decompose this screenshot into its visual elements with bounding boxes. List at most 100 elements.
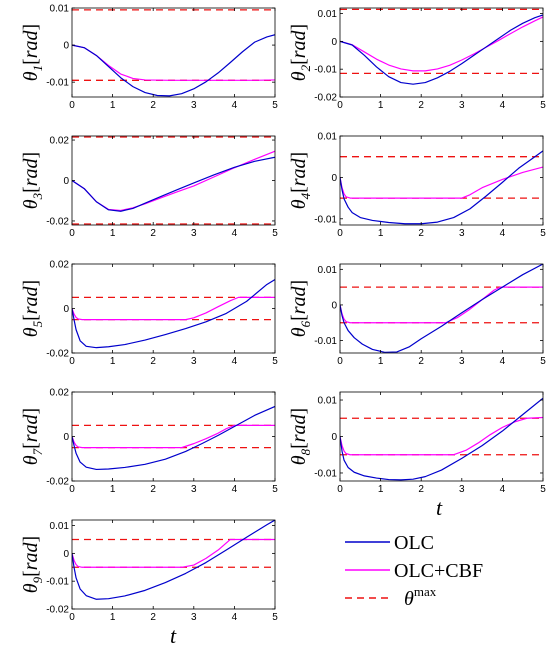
x-tick-label: 1	[110, 228, 116, 239]
y-axis-label: θ5[rad]	[20, 280, 45, 337]
y-tick-label: 0	[63, 432, 69, 443]
x-tick-label: 0	[337, 484, 343, 495]
x-tick-label: 3	[191, 100, 197, 111]
x-tick-label: 1	[110, 100, 116, 111]
y-tick-label: 0.01	[50, 4, 70, 15]
y-label-subscript: 3	[30, 192, 45, 200]
x-tick-label: 0	[69, 228, 75, 239]
y-tick-label: 0	[63, 41, 69, 52]
axes-box	[339, 7, 544, 98]
y-tick-label: -0.02	[46, 605, 69, 616]
y-label-unit: rad	[20, 413, 42, 442]
x-tick-label: 2	[150, 612, 156, 623]
y-tick-label: 0	[331, 37, 337, 48]
x-tick-label: 4	[500, 356, 506, 367]
y-label-unit: rad	[20, 285, 42, 314]
y-tick-label: -0.01	[46, 577, 69, 588]
x-tick-label: 1	[378, 356, 384, 367]
series-line-olc	[72, 405, 275, 471]
y-label-bracket-open: [	[288, 442, 310, 449]
y-tick-label: 0	[331, 432, 337, 443]
x-tick-label: 2	[418, 228, 424, 239]
y-label-subscript: 1	[30, 65, 45, 72]
x-tick-label: 2	[150, 356, 156, 367]
y-tick-label: 0	[63, 176, 69, 187]
y-label-bracket-close: ]	[20, 408, 42, 415]
y-label-symbol: θ	[20, 327, 42, 337]
y-label-unit: rad	[20, 541, 42, 570]
y-label-subscript: 2	[298, 64, 313, 71]
y-label-subscript: 6	[298, 320, 313, 327]
legend: OLC OLC+CBF θmax	[345, 532, 483, 610]
x-tick-label: 5	[272, 356, 278, 367]
legend-label-theta-max: θmax	[404, 584, 437, 610]
x-tick-label: 5	[540, 228, 546, 239]
y-label-subscript: 5	[30, 320, 45, 327]
x-tick-label: 4	[500, 484, 506, 495]
x-tick-label: 5	[272, 612, 278, 623]
y-tick-label: -0.02	[46, 216, 69, 227]
x-tick-label: 1	[110, 356, 116, 367]
x-tick-label: 5	[540, 356, 546, 367]
x-tick-label: 1	[110, 484, 116, 495]
x-tick-label: 5	[272, 484, 278, 495]
x-tick-label: 3	[459, 228, 465, 239]
y-axis-label: θ2[rad]	[288, 24, 313, 81]
x-tick-label: 0	[69, 484, 75, 495]
legend-theta-sup: max	[414, 584, 437, 599]
x-tick-label: 4	[232, 228, 238, 239]
y-label-bracket-open: [	[288, 186, 310, 193]
series-line-olc-cbf	[340, 166, 543, 199]
y-tick-label: 0.02	[50, 260, 70, 271]
axes-box	[339, 391, 544, 482]
y-label-bracket-close: ]	[20, 536, 42, 543]
y-label-symbol: θ	[20, 199, 42, 209]
x-tick-label: 4	[500, 228, 506, 239]
axes-box	[339, 263, 544, 354]
series-line-olc-cbf	[72, 424, 275, 449]
x-tick-label: 4	[232, 484, 238, 495]
x-tick-label: 1	[378, 228, 384, 239]
y-label-unit: rad	[20, 157, 42, 186]
y-label-unit: rad	[288, 413, 310, 442]
series-line-olc-cbf	[340, 16, 543, 72]
y-tick-label: 0	[63, 304, 69, 315]
y-label-bracket-close: ]	[20, 152, 42, 159]
y-tick-label: -0.02	[46, 477, 69, 488]
y-label-bracket-close: ]	[288, 152, 310, 159]
x-tick-label: 0	[337, 100, 343, 111]
series-line-olc-cbf	[340, 286, 543, 324]
axes-box	[71, 135, 276, 226]
y-label-bracket-open: [	[20, 442, 42, 449]
x-tick-label: 0	[69, 100, 75, 111]
x-tick-label: 1	[110, 612, 116, 623]
x-tick-label: 5	[540, 484, 546, 495]
y-label-bracket-open: [	[20, 186, 42, 193]
x-tick-label: 2	[418, 484, 424, 495]
x-tick-label: 3	[191, 612, 197, 623]
legend-label-olc-cbf: OLC+CBF	[394, 560, 483, 582]
series-line-olc	[72, 279, 275, 349]
y-tick-label: -0.02	[46, 349, 69, 360]
series-line-olc-cbf	[340, 416, 543, 456]
y-tick-label: 0.01	[50, 521, 70, 532]
x-tick-label: 5	[272, 228, 278, 239]
x-tick-label: 0	[69, 356, 75, 367]
y-axis-label: θ3[rad]	[20, 152, 45, 209]
y-axis-label: θ1[rad]	[20, 24, 45, 81]
y-tick-label: -0.01	[314, 468, 337, 479]
y-tick-label: 0	[331, 300, 337, 311]
series-line-olc	[340, 150, 543, 225]
y-tick-label: 0.01	[318, 265, 338, 276]
y-axis-label: θ4[rad]	[288, 152, 313, 209]
y-label-subscript: 9	[30, 576, 45, 583]
x-tick-label: 3	[191, 228, 197, 239]
x-tick-label: 4	[232, 612, 238, 623]
x-tick-label: 4	[232, 100, 238, 111]
